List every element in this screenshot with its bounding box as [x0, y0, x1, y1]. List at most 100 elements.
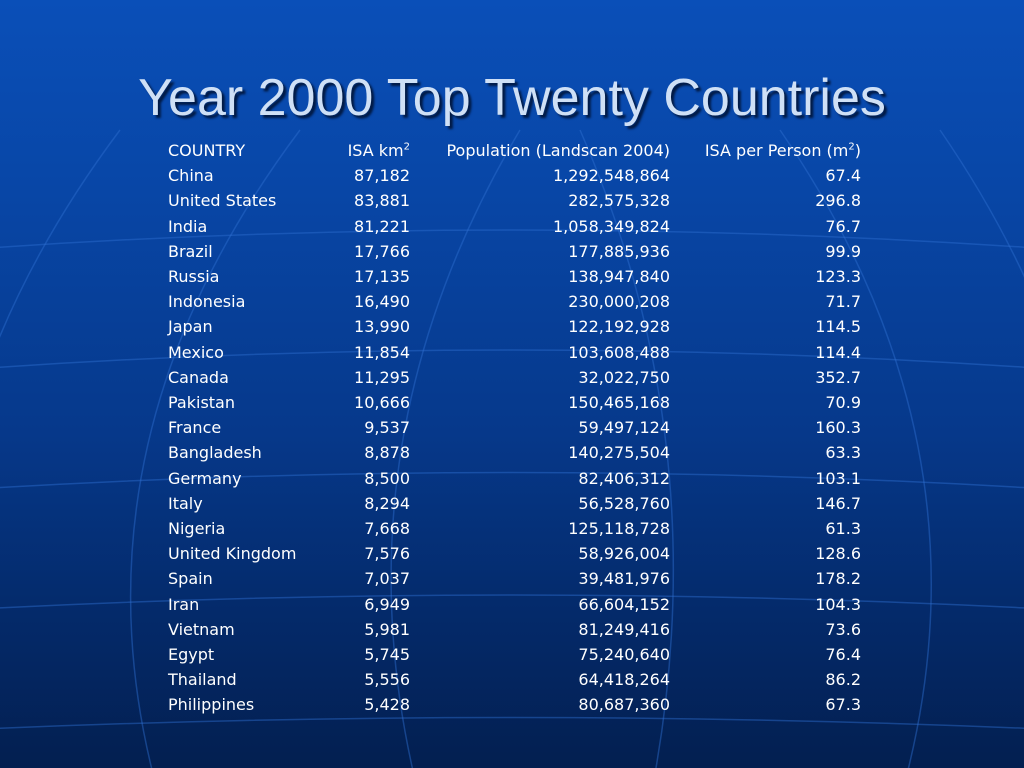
cell-per-person: 86.2	[825, 670, 861, 690]
table-row: Iran 6,949 66,604,152 104.3	[168, 592, 861, 617]
cell-isa: 83,881	[354, 191, 410, 211]
cell-country: Germany	[168, 468, 242, 488]
cell-per-person: 99.9	[825, 241, 861, 261]
table-row: Germany 8,500 82,406,312 103.1	[168, 466, 861, 491]
cell-per-person: 296.8	[815, 191, 861, 211]
cell-population: 103,608,488	[568, 342, 670, 362]
cell-population: 59,497,124	[578, 418, 670, 438]
cell-country: Bangladesh	[168, 443, 262, 463]
table-row: China 87,182 1,292,548,864 67.4	[168, 163, 861, 188]
cell-per-person: 114.4	[815, 342, 861, 362]
cell-isa: 9,537	[364, 418, 410, 438]
cell-population: 125,118,728	[568, 519, 670, 539]
cell-per-person: 61.3	[825, 519, 861, 539]
cell-population: 122,192,928	[568, 317, 670, 337]
cell-country: Spain	[168, 569, 213, 589]
cell-per-person: 103.1	[815, 468, 861, 488]
cell-per-person: 67.3	[825, 695, 861, 715]
header-country: COUNTRY	[168, 141, 246, 160]
header-isa: ISA km2	[320, 138, 410, 163]
table-row: Spain 7,037 39,481,976 178.2	[168, 566, 861, 591]
cell-country: Italy	[168, 493, 203, 513]
table-row: Brazil 17,766 177,885,936 99.9	[168, 239, 861, 264]
table-row: Mexico 11,854 103,608,488 114.4	[168, 340, 861, 365]
cell-population: 177,885,936	[568, 241, 670, 261]
cell-per-person: 70.9	[825, 393, 861, 413]
cell-country: India	[168, 216, 208, 236]
cell-isa: 11,295	[354, 367, 410, 387]
table-header-row: COUNTRY ISA km2 Population (Landscan 200…	[168, 138, 861, 163]
cell-isa: 8,294	[364, 493, 410, 513]
cell-country: France	[168, 418, 222, 438]
cell-isa: 7,576	[364, 544, 410, 564]
cell-per-person: 63.3	[825, 443, 861, 463]
cell-isa: 8,878	[364, 443, 410, 463]
header-per-person-close: )	[854, 141, 861, 160]
header-per-person-superscript: 2	[848, 141, 855, 153]
header-per-person: ISA per Person (m2)	[670, 138, 861, 163]
table-row: Indonesia 16,490 230,000,208 71.7	[168, 289, 861, 314]
cell-per-person: 128.6	[815, 544, 861, 564]
cell-isa: 17,135	[354, 267, 410, 287]
table-row: Bangladesh 8,878 140,275,504 63.3	[168, 440, 861, 465]
table-row: France 9,537 59,497,124 160.3	[168, 415, 861, 440]
cell-per-person: 352.7	[815, 367, 861, 387]
cell-country: Nigeria	[168, 519, 226, 539]
cell-population: 81,249,416	[578, 619, 670, 639]
cell-population: 58,926,004	[578, 544, 670, 564]
header-isa-superscript: 2	[403, 141, 410, 153]
header-population: Population (Landscan 2004)	[446, 141, 670, 160]
table-row: Vietnam 5,981 81,249,416 73.6	[168, 617, 861, 642]
cell-country: China	[168, 166, 214, 186]
cell-isa: 6,949	[364, 594, 410, 614]
cell-isa: 5,745	[364, 645, 410, 665]
cell-population: 80,687,360	[578, 695, 670, 715]
table-row: Pakistan 10,666 150,465,168 70.9	[168, 390, 861, 415]
cell-population: 56,528,760	[578, 493, 670, 513]
cell-per-person: 76.7	[825, 216, 861, 236]
cell-population: 1,292,548,864	[552, 166, 670, 186]
cell-per-person: 73.6	[825, 619, 861, 639]
table-row: Thailand 5,556 64,418,264 86.2	[168, 667, 861, 692]
cell-isa: 5,981	[364, 619, 410, 639]
cell-country: Mexico	[168, 342, 224, 362]
cell-population: 138,947,840	[568, 267, 670, 287]
cell-per-person: 114.5	[815, 317, 861, 337]
slide-title: Year 2000 Top Twenty Countries	[138, 69, 886, 127]
countries-table: COUNTRY ISA km2 Population (Landscan 200…	[168, 138, 861, 718]
cell-per-person: 178.2	[815, 569, 861, 589]
cell-per-person: 67.4	[825, 166, 861, 186]
table-row: Nigeria 7,668 125,118,728 61.3	[168, 516, 861, 541]
cell-isa: 5,428	[364, 695, 410, 715]
cell-country: Indonesia	[168, 292, 246, 312]
cell-population: 66,604,152	[578, 594, 670, 614]
cell-country: Vietnam	[168, 619, 235, 639]
cell-population: 82,406,312	[578, 468, 670, 488]
cell-country: Philippines	[168, 695, 255, 715]
table-row: United States 83,881 282,575,328 296.8	[168, 188, 861, 213]
cell-isa: 11,854	[354, 342, 410, 362]
cell-country: United States	[168, 191, 277, 211]
table-row: Philippines 5,428 80,687,360 67.3	[168, 692, 861, 717]
table-row: Egypt 5,745 75,240,640 76.4	[168, 642, 861, 667]
cell-country: Canada	[168, 367, 229, 387]
cell-per-person: 104.3	[815, 594, 861, 614]
cell-country: Russia	[168, 267, 220, 287]
cell-per-person: 76.4	[825, 645, 861, 665]
table-row: Russia 17,135 138,947,840 123.3	[168, 264, 861, 289]
cell-isa: 10,666	[354, 393, 410, 413]
cell-isa: 7,037	[364, 569, 410, 589]
cell-country: Thailand	[168, 670, 237, 690]
header-per-person-label: ISA per Person (m	[704, 141, 849, 160]
cell-population: 1,058,349,824	[552, 216, 670, 236]
cell-per-person: 160.3	[815, 418, 861, 438]
cell-isa: 5,556	[364, 670, 410, 690]
cell-country: Pakistan	[168, 393, 235, 413]
cell-population: 39,481,976	[578, 569, 670, 589]
cell-population: 282,575,328	[568, 191, 670, 211]
cell-population: 150,465,168	[568, 393, 670, 413]
table-row: Italy 8,294 56,528,760 146.7	[168, 491, 861, 516]
table-row: India 81,221 1,058,349,824 76.7	[168, 214, 861, 239]
cell-isa: 13,990	[354, 317, 410, 337]
